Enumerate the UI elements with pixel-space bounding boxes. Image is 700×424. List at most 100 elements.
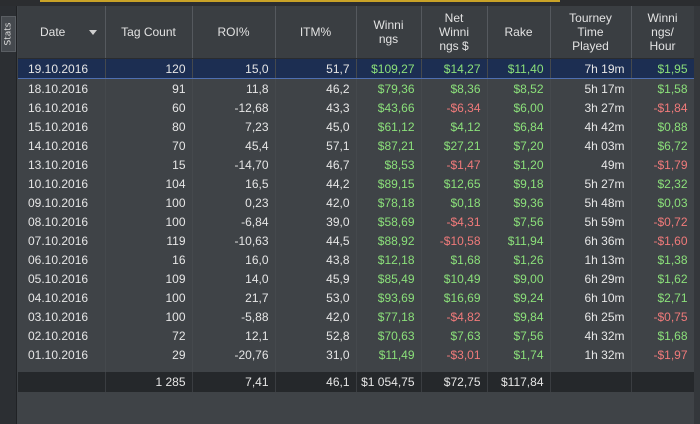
time-played-cell: 5h 27m [550, 174, 632, 193]
vertical-scrollbar[interactable] [694, 6, 700, 424]
tag-count-cell: 100 [105, 212, 193, 231]
roi-cell: -12,68 [192, 98, 276, 117]
rake-cell: $11,40 [487, 58, 551, 79]
time-played-cell: 49m [550, 155, 632, 174]
table-row[interactable]: 14.10.2016 70 45,4 57,1 $87,21 $27,21 $7,20 4h … [18, 136, 695, 155]
roi-cell: 16,5 [192, 174, 276, 193]
tag-count-cell: 15 [105, 155, 193, 174]
totals-row: 1 285 7,41 46,1 $1 054,75 $72,75 $117,84 [18, 372, 695, 392]
column-header-rake[interactable]: Rake [487, 6, 551, 59]
winnings-per-hour-cell: -$0,72 [631, 212, 695, 231]
winnings-cell: $58,69 [356, 212, 422, 231]
winnings-per-hour-cell: -$1,84 [631, 98, 695, 117]
table-row[interactable]: 19.10.2016 120 15,0 51,7 $109,27 $14,27 $11,40… [18, 58, 695, 79]
tag-count-cell: 100 [105, 288, 193, 307]
roi-cell: 45,4 [192, 136, 276, 155]
column-header-roi[interactable]: ROI% [192, 6, 276, 59]
tag-count-cell: 104 [105, 174, 193, 193]
tag-count-cell: 100 [105, 193, 193, 212]
column-header-net-winnings[interactable]: Net Winni ngs $ [421, 6, 488, 59]
total-time-played-cell [550, 372, 632, 392]
tag-count-cell: 120 [105, 58, 193, 79]
rake-cell: $7,56 [487, 326, 551, 345]
itm-cell: 39,0 [275, 212, 357, 231]
stats-tab[interactable]: Stats [1, 16, 16, 52]
itm-cell: 43,3 [275, 98, 357, 117]
column-header-winnings-per-hour[interactable]: Winni ngs/Hour [631, 6, 695, 59]
itm-cell: 53,0 [275, 288, 357, 307]
winnings-cell: $61,12 [356, 117, 422, 136]
table-row[interactable]: 13.10.2016 15 -14,70 46,7 $8,53 -$1,47 $1,20 49… [18, 155, 695, 174]
table-row[interactable]: 05.10.2016 109 14,0 45,9 $85,49 $10,49 $9,00 6h… [18, 269, 695, 288]
column-header-tag-count[interactable]: Tag Count [105, 6, 193, 59]
winnings-cell: $8,53 [356, 155, 422, 174]
net-winnings-cell: $4,12 [421, 117, 488, 136]
date-cell: 07.10.2016 [18, 231, 106, 250]
winnings-cell: $93,69 [356, 288, 422, 307]
column-header-itm[interactable]: ITM% [275, 6, 357, 59]
winnings-per-hour-cell: -$1,97 [631, 345, 695, 364]
table-row[interactable]: 06.10.2016 16 16,0 43,8 $12,18 $1,68 $1,26 1h 1… [18, 250, 695, 269]
table-row[interactable]: 15.10.2016 80 7,23 45,0 $61,12 $4,12 $6,84 4h 4… [18, 117, 695, 136]
net-winnings-cell: -$6,34 [421, 98, 488, 117]
time-played-cell: 3h 27m [550, 98, 632, 117]
time-played-cell: 6h 29m [550, 269, 632, 288]
side-panel: Stats [0, 6, 17, 424]
roi-cell: 11,8 [192, 78, 276, 98]
table-row[interactable]: 09.10.2016 100 0,23 42,0 $78,18 $0,18 $9,36 5h … [18, 193, 695, 212]
net-winnings-cell: -$3,01 [421, 345, 488, 364]
itm-cell: 42,0 [275, 193, 357, 212]
net-winnings-cell: -$1,47 [421, 155, 488, 174]
time-played-cell: 1h 13m [550, 250, 632, 269]
table-row[interactable]: 08.10.2016 100 -6,84 39,0 $58,69 -$4,31 $7,56 5… [18, 212, 695, 231]
roi-cell: 21,7 [192, 288, 276, 307]
net-winnings-cell: $27,21 [421, 136, 488, 155]
table-row[interactable]: 04.10.2016 100 21,7 53,0 $93,69 $16,69 $9,24 6h… [18, 288, 695, 307]
rake-cell: $9,24 [487, 288, 551, 307]
winnings-cell: $109,27 [356, 58, 422, 79]
spacer-row [18, 364, 695, 372]
table-row[interactable]: 02.10.2016 72 12,1 52,8 $70,63 $7,63 $7,56 4h 3… [18, 326, 695, 345]
winnings-per-hour-cell: $0,03 [631, 193, 695, 212]
total-date-cell [18, 372, 106, 392]
table-row[interactable]: 07.10.2016 119 -10,63 44,5 $88,92 -$10,58 $11,… [18, 231, 695, 250]
column-header-winnings[interactable]: Winni ngs [356, 6, 422, 59]
winnings-cell: $43,66 [356, 98, 422, 117]
rake-cell: $6,00 [487, 98, 551, 117]
rake-cell: $1,74 [487, 345, 551, 364]
winnings-per-hour-cell: $2,32 [631, 174, 695, 193]
winnings-cell: $12,18 [356, 250, 422, 269]
table-row[interactable]: 10.10.2016 104 16,5 44,2 $89,15 $12,65 $9,18 5h… [18, 174, 695, 193]
time-played-cell: 7h 19m [550, 58, 632, 79]
roi-cell: 0,23 [192, 193, 276, 212]
column-header-tourney-time-played[interactable]: Tourney Time Played [550, 6, 632, 59]
table-row[interactable]: 01.10.2016 29 -20,76 31,0 $11,49 -$3,01 $1,74 1… [18, 345, 695, 364]
rake-cell: $8,52 [487, 78, 551, 98]
rake-cell: $11,94 [487, 231, 551, 250]
total-tag-count-cell: 1 285 [105, 372, 193, 392]
winnings-per-hour-cell: $1,62 [631, 269, 695, 288]
table-row[interactable]: 18.10.2016 91 11,8 46,2 $79,36 $8,36 $8,52 5h 1… [18, 78, 695, 98]
roi-cell: 16,0 [192, 250, 276, 269]
top-accent [40, 0, 560, 2]
time-played-cell: 5h 48m [550, 193, 632, 212]
rake-cell: $1,26 [487, 250, 551, 269]
tag-count-cell: 70 [105, 136, 193, 155]
itm-cell: 52,8 [275, 326, 357, 345]
date-cell: 08.10.2016 [18, 212, 106, 231]
column-header-date[interactable]: Date [18, 6, 106, 59]
date-cell: 14.10.2016 [18, 136, 106, 155]
sort-descending-icon[interactable] [88, 30, 97, 35]
itm-cell: 45,9 [275, 269, 357, 288]
roi-cell: -20,76 [192, 345, 276, 364]
tag-count-cell: 100 [105, 307, 193, 326]
table-row[interactable]: 16.10.2016 60 -12,68 43,3 $43,66 -$6,34 $6,00 3… [18, 98, 695, 117]
winnings-per-hour-cell: $1,38 [631, 250, 695, 269]
roi-cell: -6,84 [192, 212, 276, 231]
table-row[interactable]: 03.10.2016 100 -5,88 42,0 $77,18 -$4,82 $9,84 6… [18, 307, 695, 326]
winnings-cell: $70,63 [356, 326, 422, 345]
time-played-cell: 6h 10m [550, 288, 632, 307]
itm-cell: 44,2 [275, 174, 357, 193]
date-cell: 13.10.2016 [18, 155, 106, 174]
winnings-cell: $11,49 [356, 345, 422, 364]
